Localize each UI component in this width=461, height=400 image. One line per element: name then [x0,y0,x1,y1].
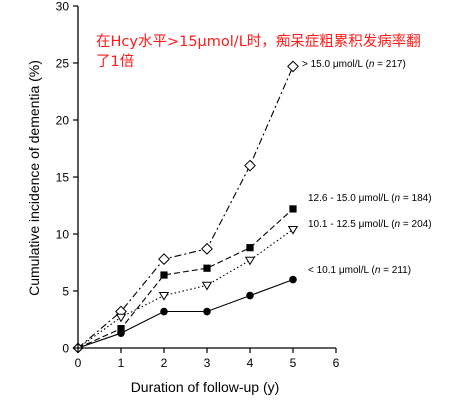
data-point [289,205,297,213]
data-point [203,307,211,316]
data-point [160,307,168,316]
x-tick-label: 6 [333,356,340,370]
y-tick-label: 15 [56,171,70,185]
data-point [160,271,168,279]
series-line [77,66,294,349]
data-point [158,292,170,301]
data-point [158,253,170,265]
x-tick-label: 5 [290,356,297,370]
data-point [203,264,211,272]
y-tick-label: 0 [62,342,69,356]
x-tick-label: 4 [247,356,254,370]
series-label: 10.1 - 12.5 μmol/L (n = 204) [308,219,432,230]
series-2 [72,205,297,354]
axes-layer: 0 1 2 3 4 5 6 0 5 10 15 20 25 30 [56,0,340,370]
y-tick-label: 5 [62,285,69,299]
series-label: > 15.0 μmol/L (n = 217) [302,59,406,70]
data-point [289,275,297,284]
series-4 [72,275,297,354]
data-point [246,291,254,300]
series-line [77,279,294,349]
x-tick-label: 1 [118,356,125,370]
series-layer [72,60,299,354]
data-point [244,256,256,266]
x-tick-label: 3 [204,356,211,370]
x-tick-label: 2 [161,356,168,370]
x-tick-label: 0 [75,356,82,370]
x-axis-title: Duration of follow-up (y) [131,379,280,395]
series-3 [72,225,299,354]
series-label: < 10.1 μmol/L (n = 211) [308,265,411,276]
series-label: 12.6 - 15.0 μmol/L (n = 184) [308,193,432,204]
y-tick-label: 20 [56,114,70,128]
series-line [77,228,294,349]
data-point [201,242,213,255]
data-point [287,60,299,73]
data-point [201,281,213,291]
y-tick-label: 25 [56,57,70,71]
series-1 [72,60,299,354]
y-tick-label: 30 [56,0,70,14]
data-point [117,325,125,333]
label-layer: > 15.0 μmol/L (n = 217) 12.6 - 15.0 μmol/… [302,59,432,276]
y-axis-title: Cumulative incidence of dementia (%) [26,60,42,296]
y-tick-label: 10 [56,228,70,242]
series-line [77,208,294,349]
data-point [244,159,256,172]
annotation-line-2: 了1倍 [96,53,134,70]
data-point [246,244,254,252]
annotation-line-1: 在Hcy水平>15μmol/L时，痴呆症粗累积发病率翻 [96,33,421,50]
data-point [287,225,299,235]
data-point [117,329,125,337]
data-point [115,313,127,323]
